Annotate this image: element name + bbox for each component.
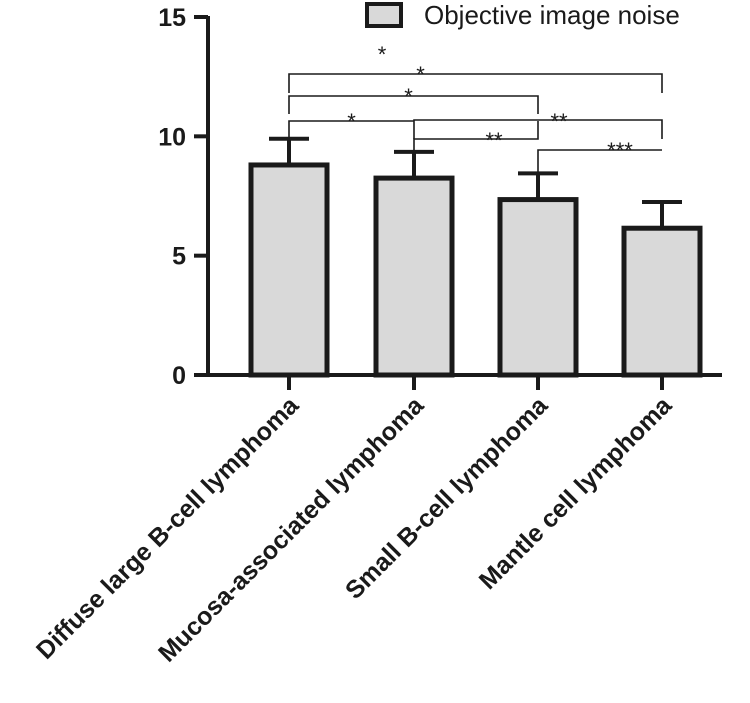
bar bbox=[497, 197, 579, 378]
significance-bracket bbox=[288, 95, 539, 114]
legend: Objective image noise bbox=[365, 0, 680, 30]
significance-label: ** bbox=[550, 109, 568, 134]
bar bbox=[373, 175, 455, 378]
x-tick-label: Diffuse large B-cell lymphoma bbox=[31, 391, 305, 665]
significance-label: * bbox=[347, 109, 356, 134]
x-tick-label: Small B-cell lymphoma bbox=[340, 391, 554, 605]
significance-label: * bbox=[416, 62, 425, 87]
legend-swatch bbox=[365, 2, 403, 28]
significance-label: * bbox=[378, 42, 387, 67]
bar bbox=[621, 225, 703, 378]
plot-area: 0 5 10 15 Diffuse large B-cell lymphomaMucos… bbox=[31, 4, 722, 668]
y-tick-label: 5 bbox=[172, 243, 186, 271]
significance-label: * bbox=[404, 84, 413, 109]
significance-bracket bbox=[413, 119, 663, 139]
significance-bracket bbox=[288, 73, 663, 93]
y-tick-label: 15 bbox=[158, 4, 186, 32]
significance-bracket bbox=[288, 120, 414, 140]
x-tick-label: Mucosa-associated lymphoma bbox=[153, 391, 430, 668]
significance-label: *** bbox=[607, 138, 633, 163]
significance-bracket bbox=[413, 121, 539, 152]
legend-label: Objective image noise bbox=[424, 0, 680, 30]
significance-label: ** bbox=[485, 128, 503, 153]
bar bbox=[248, 162, 330, 378]
y-tick-label: 10 bbox=[158, 123, 186, 151]
y-tick-label: 0 bbox=[172, 362, 186, 390]
significance-bracket bbox=[537, 149, 662, 172]
